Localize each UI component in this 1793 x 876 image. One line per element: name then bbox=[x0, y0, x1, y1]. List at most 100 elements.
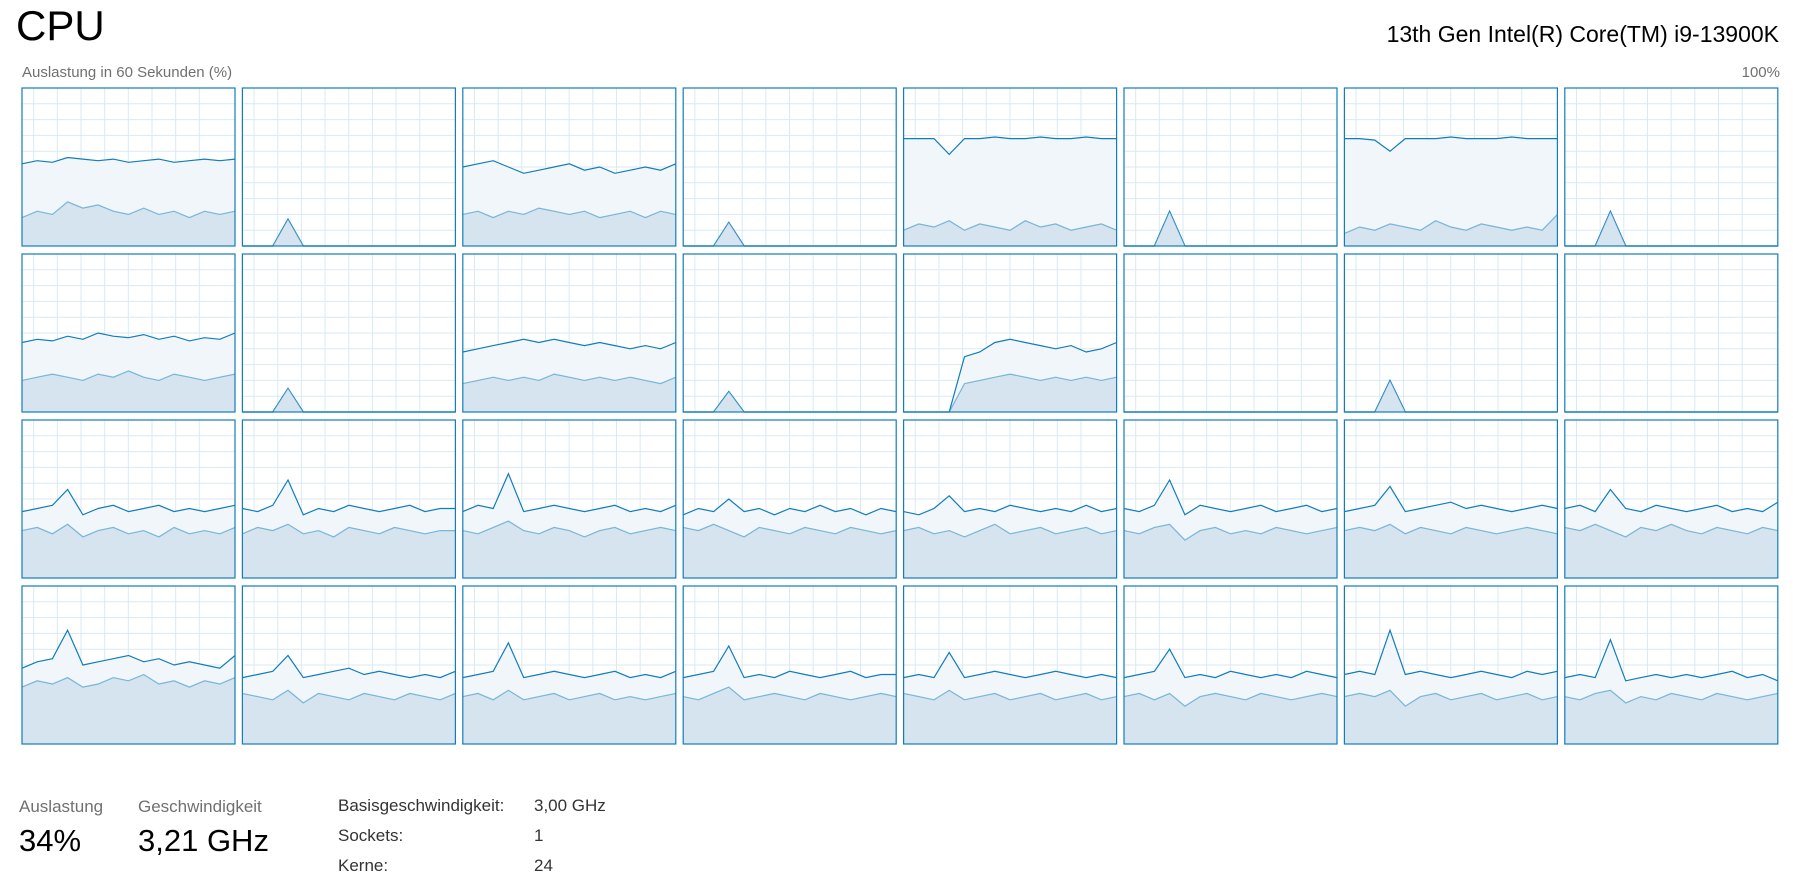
graph-border bbox=[1123, 419, 1338, 579]
kernel-area bbox=[462, 374, 676, 412]
graph-border bbox=[682, 419, 897, 579]
graph-border bbox=[241, 87, 456, 247]
kernel-line bbox=[462, 689, 676, 701]
total-line bbox=[242, 478, 456, 516]
total-line bbox=[1123, 478, 1338, 516]
kernel-area bbox=[903, 374, 1117, 412]
graph-border bbox=[682, 87, 897, 247]
kernel-line bbox=[462, 373, 677, 385]
speed-value: 3,21 GHz bbox=[138, 823, 269, 858]
graph-border bbox=[1343, 419, 1559, 579]
total-line bbox=[21, 332, 236, 344]
kernel-area bbox=[1124, 211, 1337, 246]
total-line bbox=[462, 160, 677, 174]
kernel-line bbox=[21, 673, 236, 688]
kernel-area bbox=[1124, 524, 1337, 578]
detail-value: 1 bbox=[534, 826, 544, 845]
graph-border bbox=[462, 419, 677, 579]
kernel-area bbox=[242, 690, 456, 744]
graph-border bbox=[21, 253, 236, 413]
kernel-area bbox=[1344, 380, 1558, 412]
graph-label: Auslastung in 60 Sekunden (%) bbox=[22, 64, 233, 81]
kernel-area bbox=[683, 687, 897, 744]
kernel-line bbox=[1344, 213, 1558, 234]
kernel-area bbox=[22, 370, 235, 412]
kernel-area bbox=[22, 674, 235, 744]
cpu-model: 13th Gen Intel(R) Core(TM) i9-13900K bbox=[1386, 21, 1779, 47]
graph-border bbox=[902, 419, 1118, 579]
graph-border bbox=[241, 419, 456, 579]
kernel-area bbox=[1564, 211, 1778, 246]
kernel-line bbox=[21, 523, 236, 538]
kernel-line bbox=[242, 523, 456, 538]
kernel-area bbox=[683, 524, 897, 578]
kernel-area bbox=[683, 222, 897, 246]
kernel-area bbox=[1124, 693, 1337, 744]
kernel-area bbox=[1564, 524, 1778, 578]
total-line bbox=[1344, 628, 1558, 679]
graph-border bbox=[1564, 87, 1779, 247]
total-area bbox=[903, 137, 1117, 246]
total-line bbox=[462, 641, 677, 679]
total-line bbox=[462, 472, 677, 513]
total-line bbox=[1564, 638, 1779, 682]
total-line bbox=[683, 644, 897, 679]
kernel-line bbox=[683, 523, 897, 538]
graph-border bbox=[1564, 419, 1779, 579]
detail-label: Kerne: bbox=[338, 856, 389, 875]
graph-max-label: 100% bbox=[1741, 64, 1780, 81]
core-graphs bbox=[21, 87, 1779, 745]
kernel-line bbox=[242, 689, 456, 704]
kernel-line bbox=[1344, 523, 1558, 535]
graph-border bbox=[462, 87, 677, 247]
total-line bbox=[21, 156, 236, 165]
kernel-area bbox=[903, 690, 1117, 744]
graph-border bbox=[1343, 253, 1559, 413]
graph-border bbox=[1123, 585, 1338, 745]
kernel-line bbox=[1123, 692, 1338, 707]
kernel-line bbox=[21, 370, 236, 382]
detail-label: Basisgeschwindigkeit: bbox=[338, 796, 505, 815]
kernel-area bbox=[683, 391, 897, 412]
kernel-area bbox=[462, 521, 676, 578]
graph-border bbox=[1343, 585, 1559, 745]
kernel-area bbox=[22, 524, 235, 578]
graph-border bbox=[241, 585, 456, 745]
kernel-line bbox=[462, 520, 676, 538]
graph-border bbox=[1123, 87, 1338, 247]
total-line bbox=[1344, 485, 1558, 513]
kernel-area bbox=[1344, 524, 1558, 578]
total-line bbox=[1564, 488, 1779, 513]
kernel-line bbox=[462, 207, 676, 219]
total-line bbox=[462, 338, 677, 353]
detail-value: 3,00 GHz bbox=[534, 796, 606, 815]
graph-border bbox=[902, 585, 1118, 745]
graph-border bbox=[1123, 253, 1338, 413]
kernel-line bbox=[903, 523, 1117, 538]
kernel-line bbox=[1564, 689, 1778, 704]
kernel-area bbox=[22, 201, 235, 246]
kernel-area bbox=[1344, 214, 1558, 246]
kernel-area bbox=[242, 219, 456, 246]
kernel-area bbox=[462, 208, 676, 246]
total-line bbox=[21, 628, 236, 669]
graph-border bbox=[682, 585, 897, 745]
total-line bbox=[903, 136, 1117, 156]
graph-border bbox=[462, 585, 677, 745]
graph-border bbox=[21, 585, 236, 745]
graph-border bbox=[21, 419, 236, 579]
graph-border bbox=[902, 87, 1118, 247]
kernel-line bbox=[903, 220, 1117, 231]
kernel-area bbox=[1344, 690, 1558, 744]
graph-border bbox=[682, 253, 897, 413]
total-line bbox=[21, 488, 236, 516]
total-line bbox=[1344, 136, 1558, 152]
total-line bbox=[242, 654, 456, 679]
kernel-line bbox=[1564, 523, 1778, 538]
kernel-area bbox=[903, 220, 1117, 246]
total-line bbox=[682, 498, 897, 516]
total-line bbox=[903, 494, 1117, 516]
detail-value: 24 bbox=[534, 856, 553, 875]
kernel-area bbox=[242, 524, 456, 578]
